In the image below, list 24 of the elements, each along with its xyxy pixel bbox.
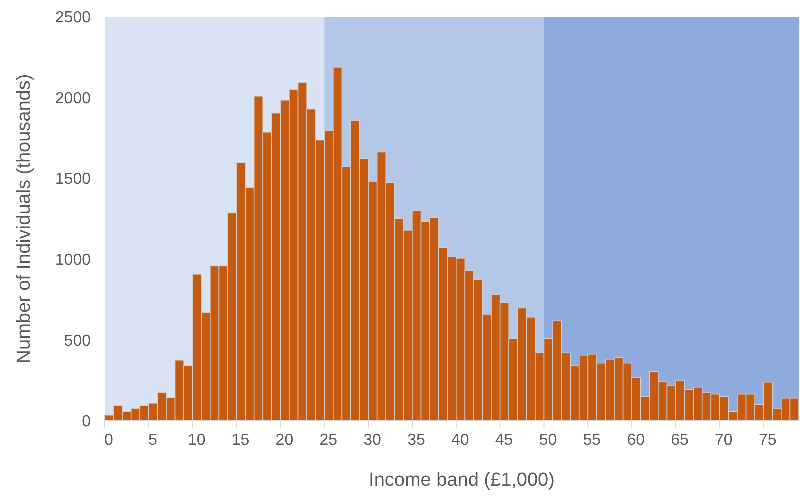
- x-tick-label: 5: [148, 432, 158, 449]
- y-tick-label: 2000: [55, 90, 92, 108]
- x-axis-title: Income band (£1,000): [369, 470, 555, 491]
- x-tick-label: 25: [320, 432, 338, 449]
- y-axis-title: Number of Individuals (thousands): [14, 74, 35, 364]
- x-tick-label: 20: [276, 432, 294, 449]
- x-tick-label: 15: [232, 432, 250, 449]
- x-tick-label: 50: [539, 432, 558, 449]
- y-tick-label: 500: [64, 332, 92, 350]
- x-tick-label: 55: [583, 432, 602, 449]
- y-tick-label: 2500: [55, 10, 92, 27]
- x-tick-label: 10: [188, 432, 206, 449]
- y-tick-label: 0: [82, 414, 92, 431]
- x-tick-label: 45: [495, 432, 514, 449]
- x-tick-label: 70: [715, 432, 733, 449]
- x-tick-label: 60: [627, 432, 646, 449]
- x-tick-label: 75: [758, 432, 777, 449]
- y-tick-label: 1000: [55, 252, 92, 269]
- y-tick-label: 1500: [55, 171, 92, 188]
- x-tick-label: 0: [104, 432, 114, 449]
- x-tick-label: 35: [408, 432, 426, 449]
- x-tick-label: 65: [671, 432, 690, 449]
- x-tick-label: 40: [451, 432, 470, 449]
- x-tick-label: 30: [364, 432, 382, 449]
